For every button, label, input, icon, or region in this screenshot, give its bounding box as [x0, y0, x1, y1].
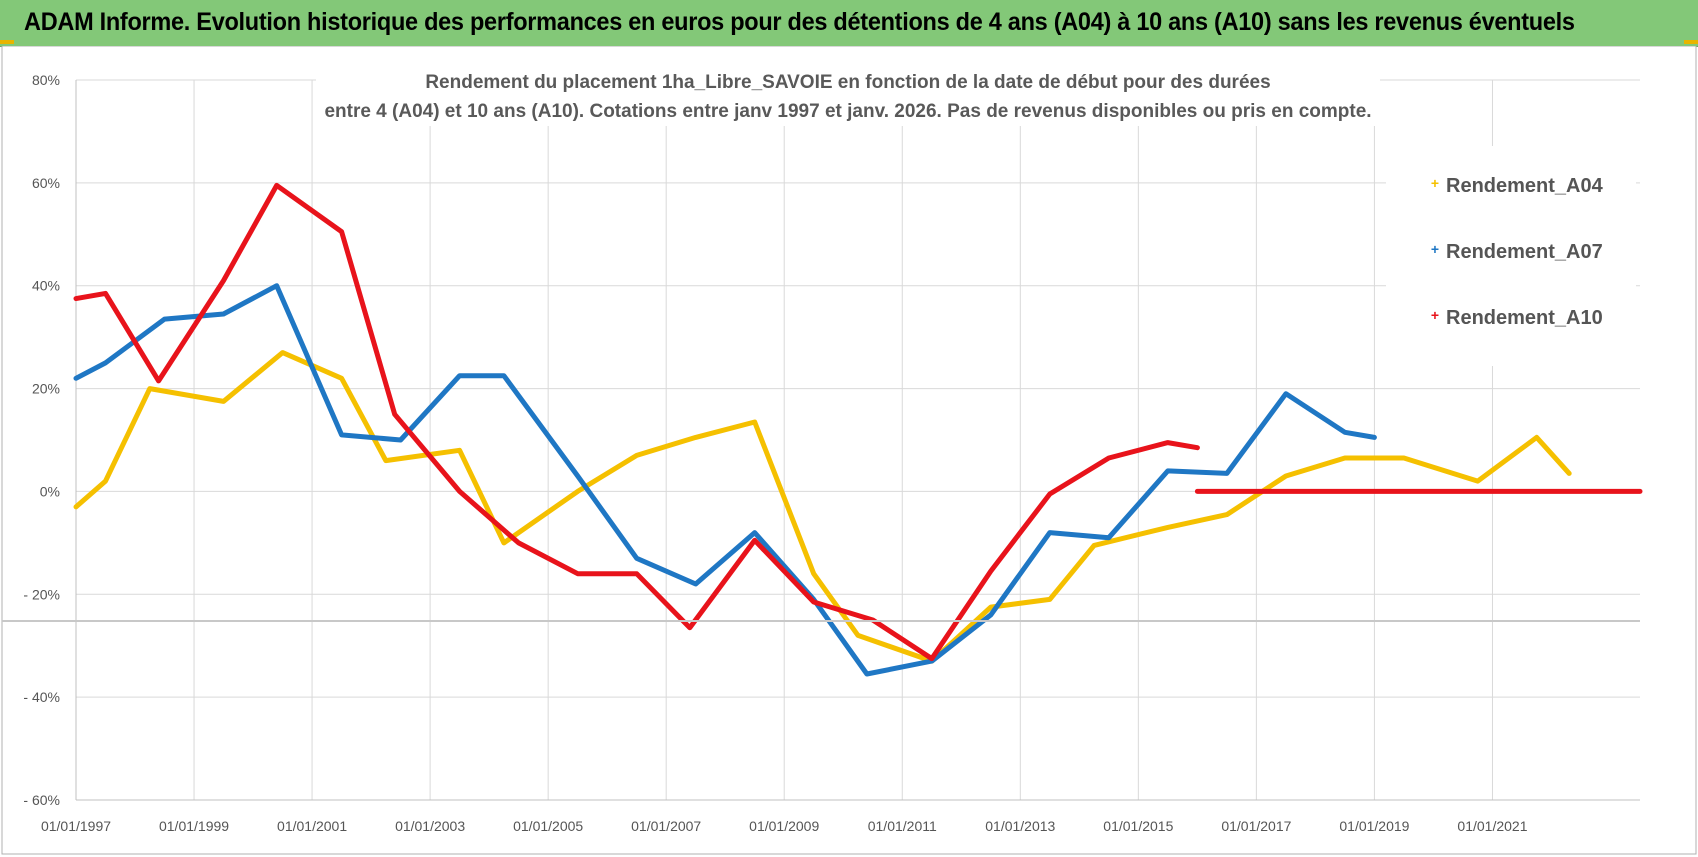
- chart-title-line2: entre 4 (A04) et 10 ans (A10). Cotations…: [324, 101, 1371, 122]
- x-tick-label: 01/01/1997: [41, 818, 111, 834]
- report-banner: ADAM Informe. Evolution historique des p…: [0, 0, 1698, 47]
- report-title: ADAM Informe. Evolution historique des p…: [24, 8, 1575, 36]
- x-tick-label: 01/01/2007: [631, 818, 701, 834]
- line-chart: Rendement du placement 1ha_Libre_SAVOIE …: [1, 46, 1697, 855]
- legend-marker: +: [1431, 175, 1439, 191]
- legend-marker: +: [1431, 241, 1439, 257]
- y-tick-label: - 60%: [23, 792, 60, 808]
- y-tick-label: 60%: [32, 175, 60, 191]
- x-tick-label: 01/01/1999: [159, 818, 229, 834]
- x-tick-label: 01/01/2013: [985, 818, 1055, 834]
- y-tick-label: - 40%: [23, 689, 60, 705]
- x-tick-label: 01/01/2021: [1457, 818, 1527, 834]
- x-tick-label: 01/01/2003: [395, 818, 465, 834]
- y-tick-label: 20%: [32, 381, 60, 397]
- legend-label: Rendement_A10: [1446, 307, 1603, 329]
- chart-title-line1: Rendement du placement 1ha_Libre_SAVOIE …: [425, 72, 1270, 93]
- series-line-rendement-a04: [73, 350, 1572, 664]
- x-tick-label: 01/01/2015: [1103, 818, 1173, 834]
- series-line-rendement-a07: [73, 283, 1377, 677]
- x-tick-label: 01/01/2011: [868, 818, 937, 834]
- y-axis-ticks: 80% 60% 40% 20% 0% - 20% - 40% - 60%: [23, 72, 60, 808]
- legend-marker: +: [1431, 307, 1439, 323]
- corner-mark-left: [0, 40, 14, 44]
- x-tick-label: 01/01/2019: [1339, 818, 1409, 834]
- y-tick-label: 40%: [32, 278, 60, 294]
- x-tick-label: 01/01/2017: [1221, 818, 1291, 834]
- y-tick-label: 80%: [32, 72, 60, 88]
- corner-mark-right: [1684, 40, 1698, 44]
- x-tick-label: 01/01/2009: [749, 818, 819, 834]
- series-line-rendement-a10: [73, 182, 1200, 662]
- y-tick-label: - 20%: [23, 586, 60, 602]
- legend-label: Rendement_A07: [1446, 241, 1603, 263]
- series-group: [73, 182, 1643, 677]
- x-tick-label: 01/01/2005: [513, 818, 583, 834]
- y-tick-label: 0%: [40, 483, 60, 499]
- legend-background: [1386, 146, 1636, 366]
- chart-area: Rendement du placement 1ha_Libre_SAVOIE …: [0, 46, 1698, 857]
- legend: + Rendement_A04 + Rendement_A07 + Rendement_A…: [1386, 146, 1636, 366]
- x-tick-label: 01/01/2001: [277, 818, 347, 834]
- chart-title-box: Rendement du placement 1ha_Libre_SAVOIE …: [316, 60, 1380, 126]
- legend-label: Rendement_A04: [1446, 175, 1604, 197]
- x-axis-ticks: 01/01/1997 01/01/1999 01/01/2001 01/01/2003…: [41, 818, 1528, 834]
- chart-title-background: [316, 60, 1380, 126]
